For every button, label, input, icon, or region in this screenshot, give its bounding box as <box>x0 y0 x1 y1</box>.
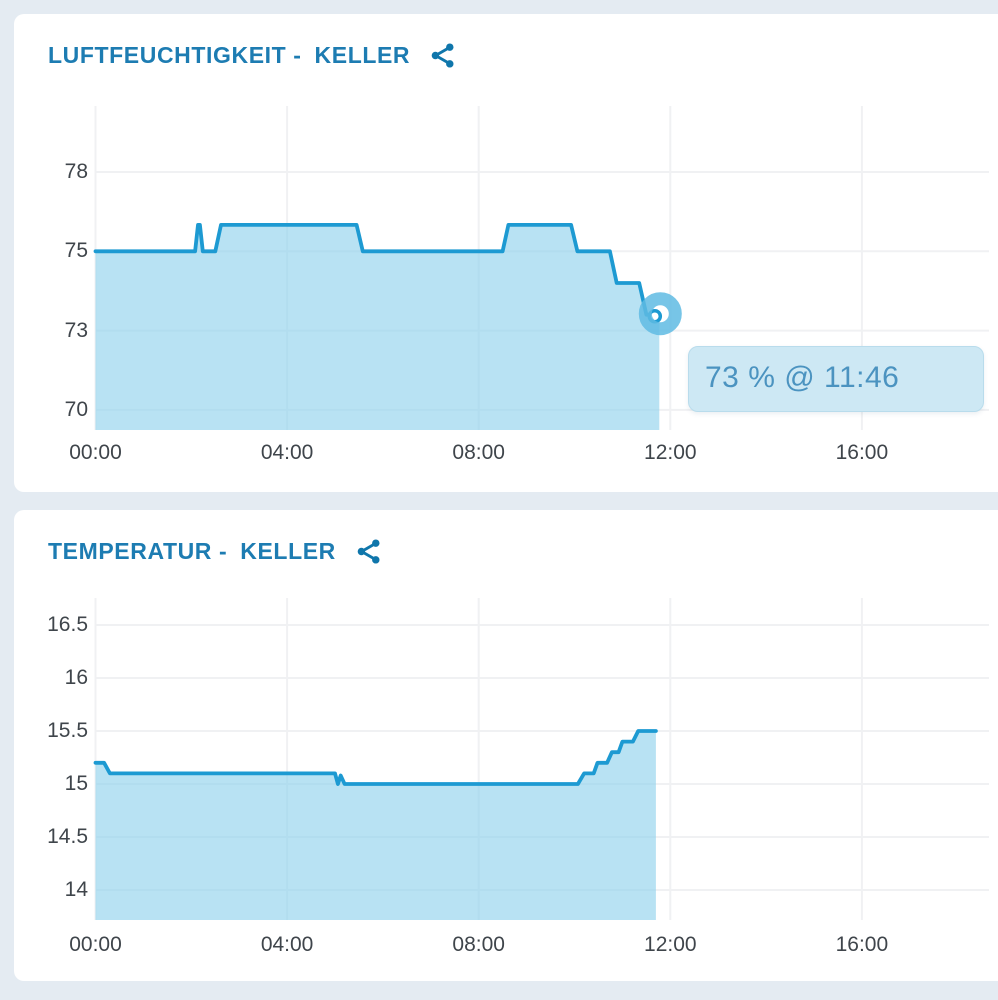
humidity-chart-card: LUFTFEUCHTIGKEIT - KELLER 73 % @ 11:46 7… <box>14 14 998 492</box>
humidity-title-text: LUFTFEUCHTIGKEIT - <box>48 42 302 68</box>
y-tick-label: 15.5 <box>47 719 88 742</box>
humidity-card-header: LUFTFEUCHTIGKEIT - KELLER <box>48 42 457 69</box>
y-tick-label: 16.5 <box>47 613 88 636</box>
share-icon <box>431 43 454 68</box>
temperature-title-text: TEMPERATUR - <box>48 538 228 564</box>
humidity-room-label: KELLER <box>314 42 411 68</box>
temperature-chart-card: TEMPERATUR - KELLER 16.5 16 15.5 15 14.5 14 00… <box>14 510 998 981</box>
series-area <box>95 731 656 920</box>
selected-point-halo <box>638 292 682 336</box>
y-tick-label: 14.5 <box>47 825 88 848</box>
y-tick-label: 70 <box>64 397 88 421</box>
x-tick-label: 04:00 <box>260 441 314 464</box>
humidity-chart-title: LUFTFEUCHTIGKEIT - KELLER <box>48 42 410 69</box>
x-tick-label: 12:00 <box>644 933 697 956</box>
point-tooltip: 73 % @ 11:46 <box>688 346 984 412</box>
share-button[interactable] <box>356 538 383 565</box>
x-tick-label: 08:00 <box>452 933 505 956</box>
x-tick-label: 16:00 <box>835 441 889 464</box>
x-tick-label: 16:00 <box>835 933 889 956</box>
series-line <box>93 223 662 317</box>
y-tick-label: 73 <box>64 318 88 342</box>
temperature-plot-area[interactable] <box>14 510 998 981</box>
share-icon <box>357 539 380 564</box>
x-tick-label: 00:00 <box>69 933 122 956</box>
y-tick-label: 14 <box>64 878 88 901</box>
temperature-card-header: TEMPERATUR - KELLER <box>48 538 383 565</box>
x-tick-label: 12:00 <box>644 441 697 464</box>
temperature-room-label: KELLER <box>240 538 336 564</box>
x-tick-label: 04:00 <box>260 933 314 956</box>
series-area <box>95 224 660 430</box>
x-tick-label: 08:00 <box>452 441 505 464</box>
share-button[interactable] <box>430 42 457 69</box>
y-tick-label: 78 <box>64 160 88 183</box>
y-tick-label: 16 <box>64 666 88 689</box>
series-line <box>93 729 658 786</box>
y-tick-label: 75 <box>64 239 88 263</box>
y-tick-label: 15 <box>64 772 88 795</box>
humidity-plot-area[interactable] <box>14 14 998 492</box>
temperature-chart-title: TEMPERATUR - KELLER <box>48 538 336 565</box>
x-tick-label: 00:00 <box>69 441 122 464</box>
